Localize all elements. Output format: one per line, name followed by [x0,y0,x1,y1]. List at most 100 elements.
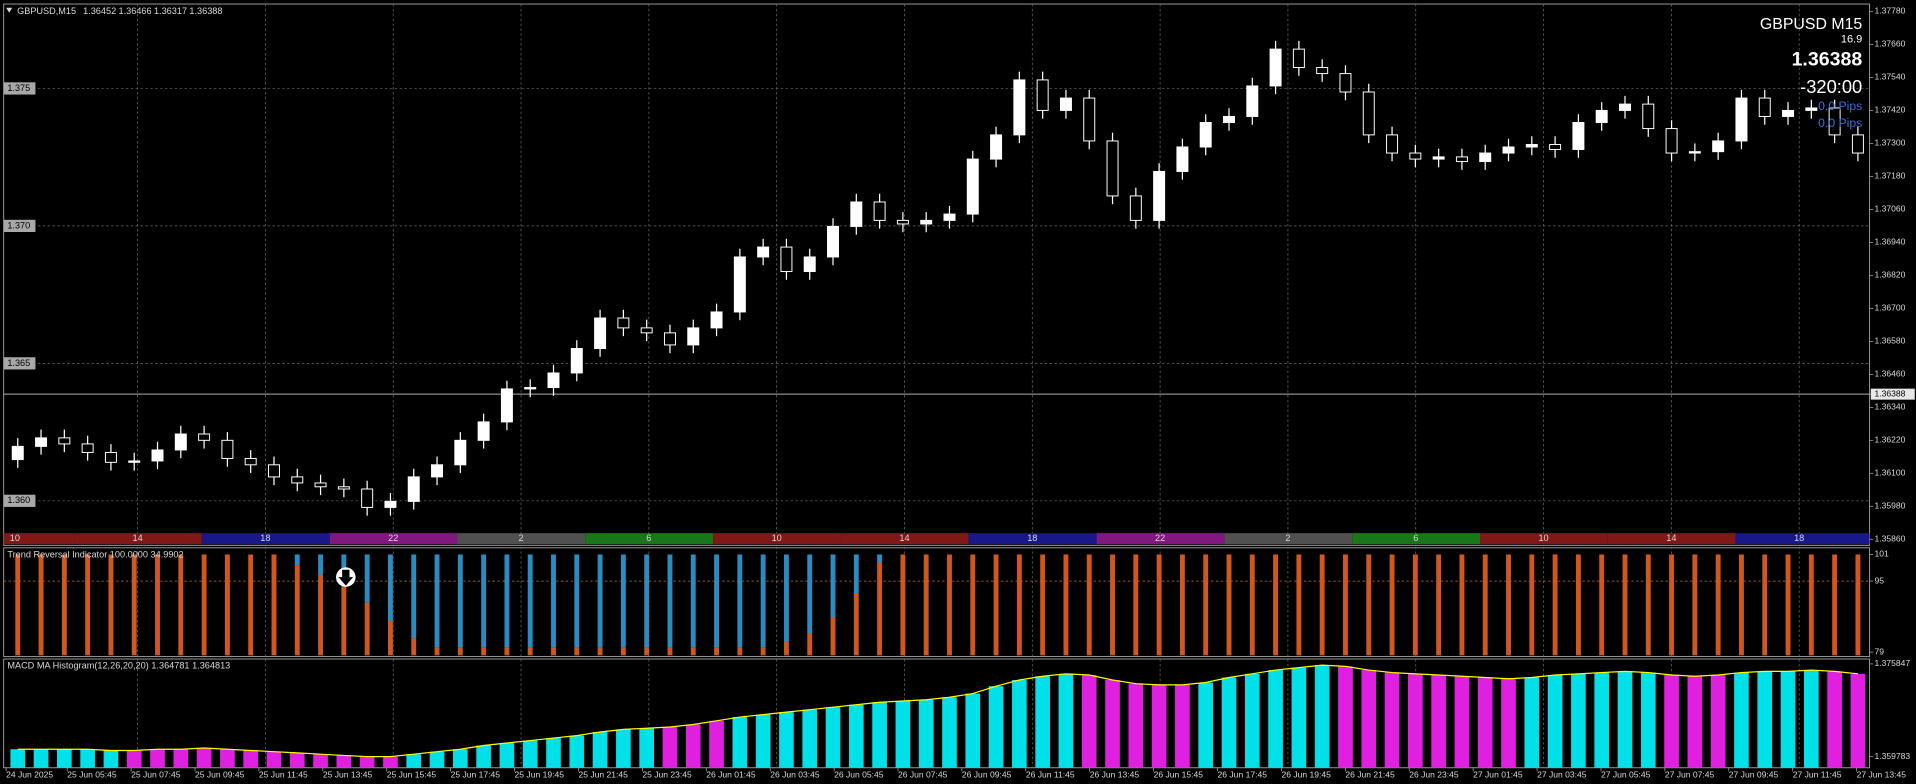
lower-bar [434,647,440,656]
histogram-bar [359,756,375,768]
histogram-bar [1687,676,1703,768]
menu-arrow[interactable] [6,7,13,13]
candle-body [58,437,71,445]
candle-body [850,201,863,227]
y-tick-label: 1.36580 [1874,336,1905,346]
lower-bar [201,554,207,656]
upper-bar [597,554,603,648]
candle-body [896,219,909,225]
candle-body [1432,156,1445,160]
candle-body [1782,109,1795,117]
candle-body [1409,152,1422,160]
histogram-bar [1571,673,1586,768]
x-tick-label: 25 Jun 11:45 [259,769,308,779]
level-tag [3,357,36,370]
symbol: GBPUSD,M15 [17,6,76,16]
candle-body [1619,103,1631,111]
histogram-bar [33,749,49,768]
histogram-bar [196,748,212,768]
lower-bar [807,633,813,656]
lower-bar [1319,554,1325,656]
session-band [74,533,202,545]
histogram-bar [662,726,678,768]
session-band [457,533,586,545]
signal-line [17,664,1858,758]
session-band [1352,533,1481,545]
lower-bar [1133,554,1139,656]
lower-bar [294,565,300,656]
x-tick-label: 26 Jun 07:45 [898,769,948,779]
price-close: 1.36388 [189,6,222,16]
lower-bar [248,554,254,656]
candle-body [500,388,513,423]
histogram-bar [755,714,771,768]
lower-bar [61,554,67,656]
histogram-bar [522,740,538,768]
candle-body [966,158,979,215]
lower-bar [1063,554,1069,656]
lower-bar [1762,554,1768,656]
histogram-bar [313,754,328,768]
upper-bar [644,554,650,648]
histogram-bar [1338,666,1353,768]
lower-bar [15,554,21,656]
y-tick-label: 1.37660 [1874,39,1905,49]
upper-bar [760,554,766,648]
upper-bar [294,554,300,566]
x-tick-label: 27 Jun 05:45 [1601,769,1651,779]
candle-body [757,246,770,258]
candle-body [384,500,397,508]
histogram-bar [942,697,957,768]
lower-bar [224,554,230,656]
session-label: 10 [772,533,782,543]
histogram-bar [872,702,887,768]
upper-bar [853,554,859,594]
candle-body [407,476,420,502]
lower-bar [620,647,626,656]
session-band [1735,533,1870,545]
y-tick-label: 1.359783 [1874,751,1910,761]
x-tick-label: 26 Jun 11:45 [1026,769,1075,779]
histogram-bar [150,749,165,768]
x-tick-label: 25 Jun 13:45 [323,769,373,779]
session-band [1480,533,1608,545]
histogram-bar [779,712,794,768]
candle-body [198,433,211,441]
histogram-bar [1547,675,1563,768]
histogram-bar [1105,680,1120,768]
lower-bar [1599,554,1605,656]
candle-body [710,311,723,329]
lower-bar [1203,554,1209,656]
lower-bar [1040,554,1046,656]
candle-body [151,449,164,462]
candle-body [1642,103,1655,130]
histogram-bar [126,750,142,768]
candle-body [733,256,746,313]
lower-bar [1016,554,1022,656]
lower-bar [108,554,114,656]
histogram-bar [220,749,235,768]
lower-bar [38,554,44,656]
candle-body [1735,97,1748,142]
candle-body [1712,140,1725,153]
y-tick-label: 1.36100 [1874,468,1905,478]
lower-bar [1156,554,1162,656]
lower-bar [993,554,999,656]
histogram-bar [802,709,818,768]
x-tick-label: 26 Jun 19:45 [1281,769,1331,779]
candle-body [1455,156,1468,163]
lower-bar [364,602,370,656]
lower-bar [155,554,160,656]
session-band [840,533,969,545]
candle-body [1246,85,1259,117]
histogram-bar [988,686,1004,768]
histogram-bar [709,720,724,768]
upper-bar [364,554,370,603]
upper-bar [620,554,626,648]
candle-body [431,464,444,478]
session-label: 14 [899,533,909,543]
session-label: 14 [1666,533,1676,543]
candle-body [361,488,374,508]
histogram-bar [429,751,445,768]
session-label: 6 [646,533,651,543]
